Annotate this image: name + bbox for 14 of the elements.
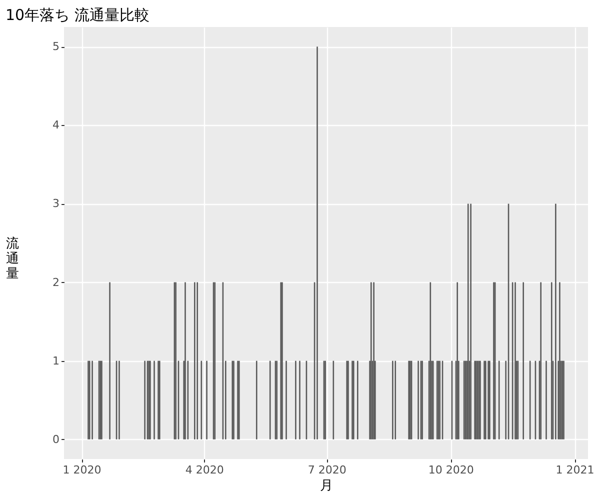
- x-axis-title: 月: [320, 478, 333, 494]
- x-tick-label: 10 2020: [428, 464, 474, 476]
- x-tick-label: 1 2020: [62, 464, 102, 476]
- x-tick-label: 4 2020: [185, 464, 224, 476]
- y-axis-title: 流通量: [6, 236, 19, 282]
- chart-title: 10年落ち 流通量比較: [6, 6, 150, 24]
- y-tick-label: 4: [52, 118, 60, 132]
- y-tick-label: 3: [52, 197, 60, 210]
- y-tick-label: 1: [52, 354, 60, 368]
- y-tick-label: 0: [52, 432, 60, 446]
- y-tick-label: 5: [52, 40, 60, 54]
- x-tick-label: 7 2020: [308, 464, 346, 476]
- y-tick-label: 2: [52, 276, 60, 289]
- x-tick-label: 1 2021: [556, 464, 594, 476]
